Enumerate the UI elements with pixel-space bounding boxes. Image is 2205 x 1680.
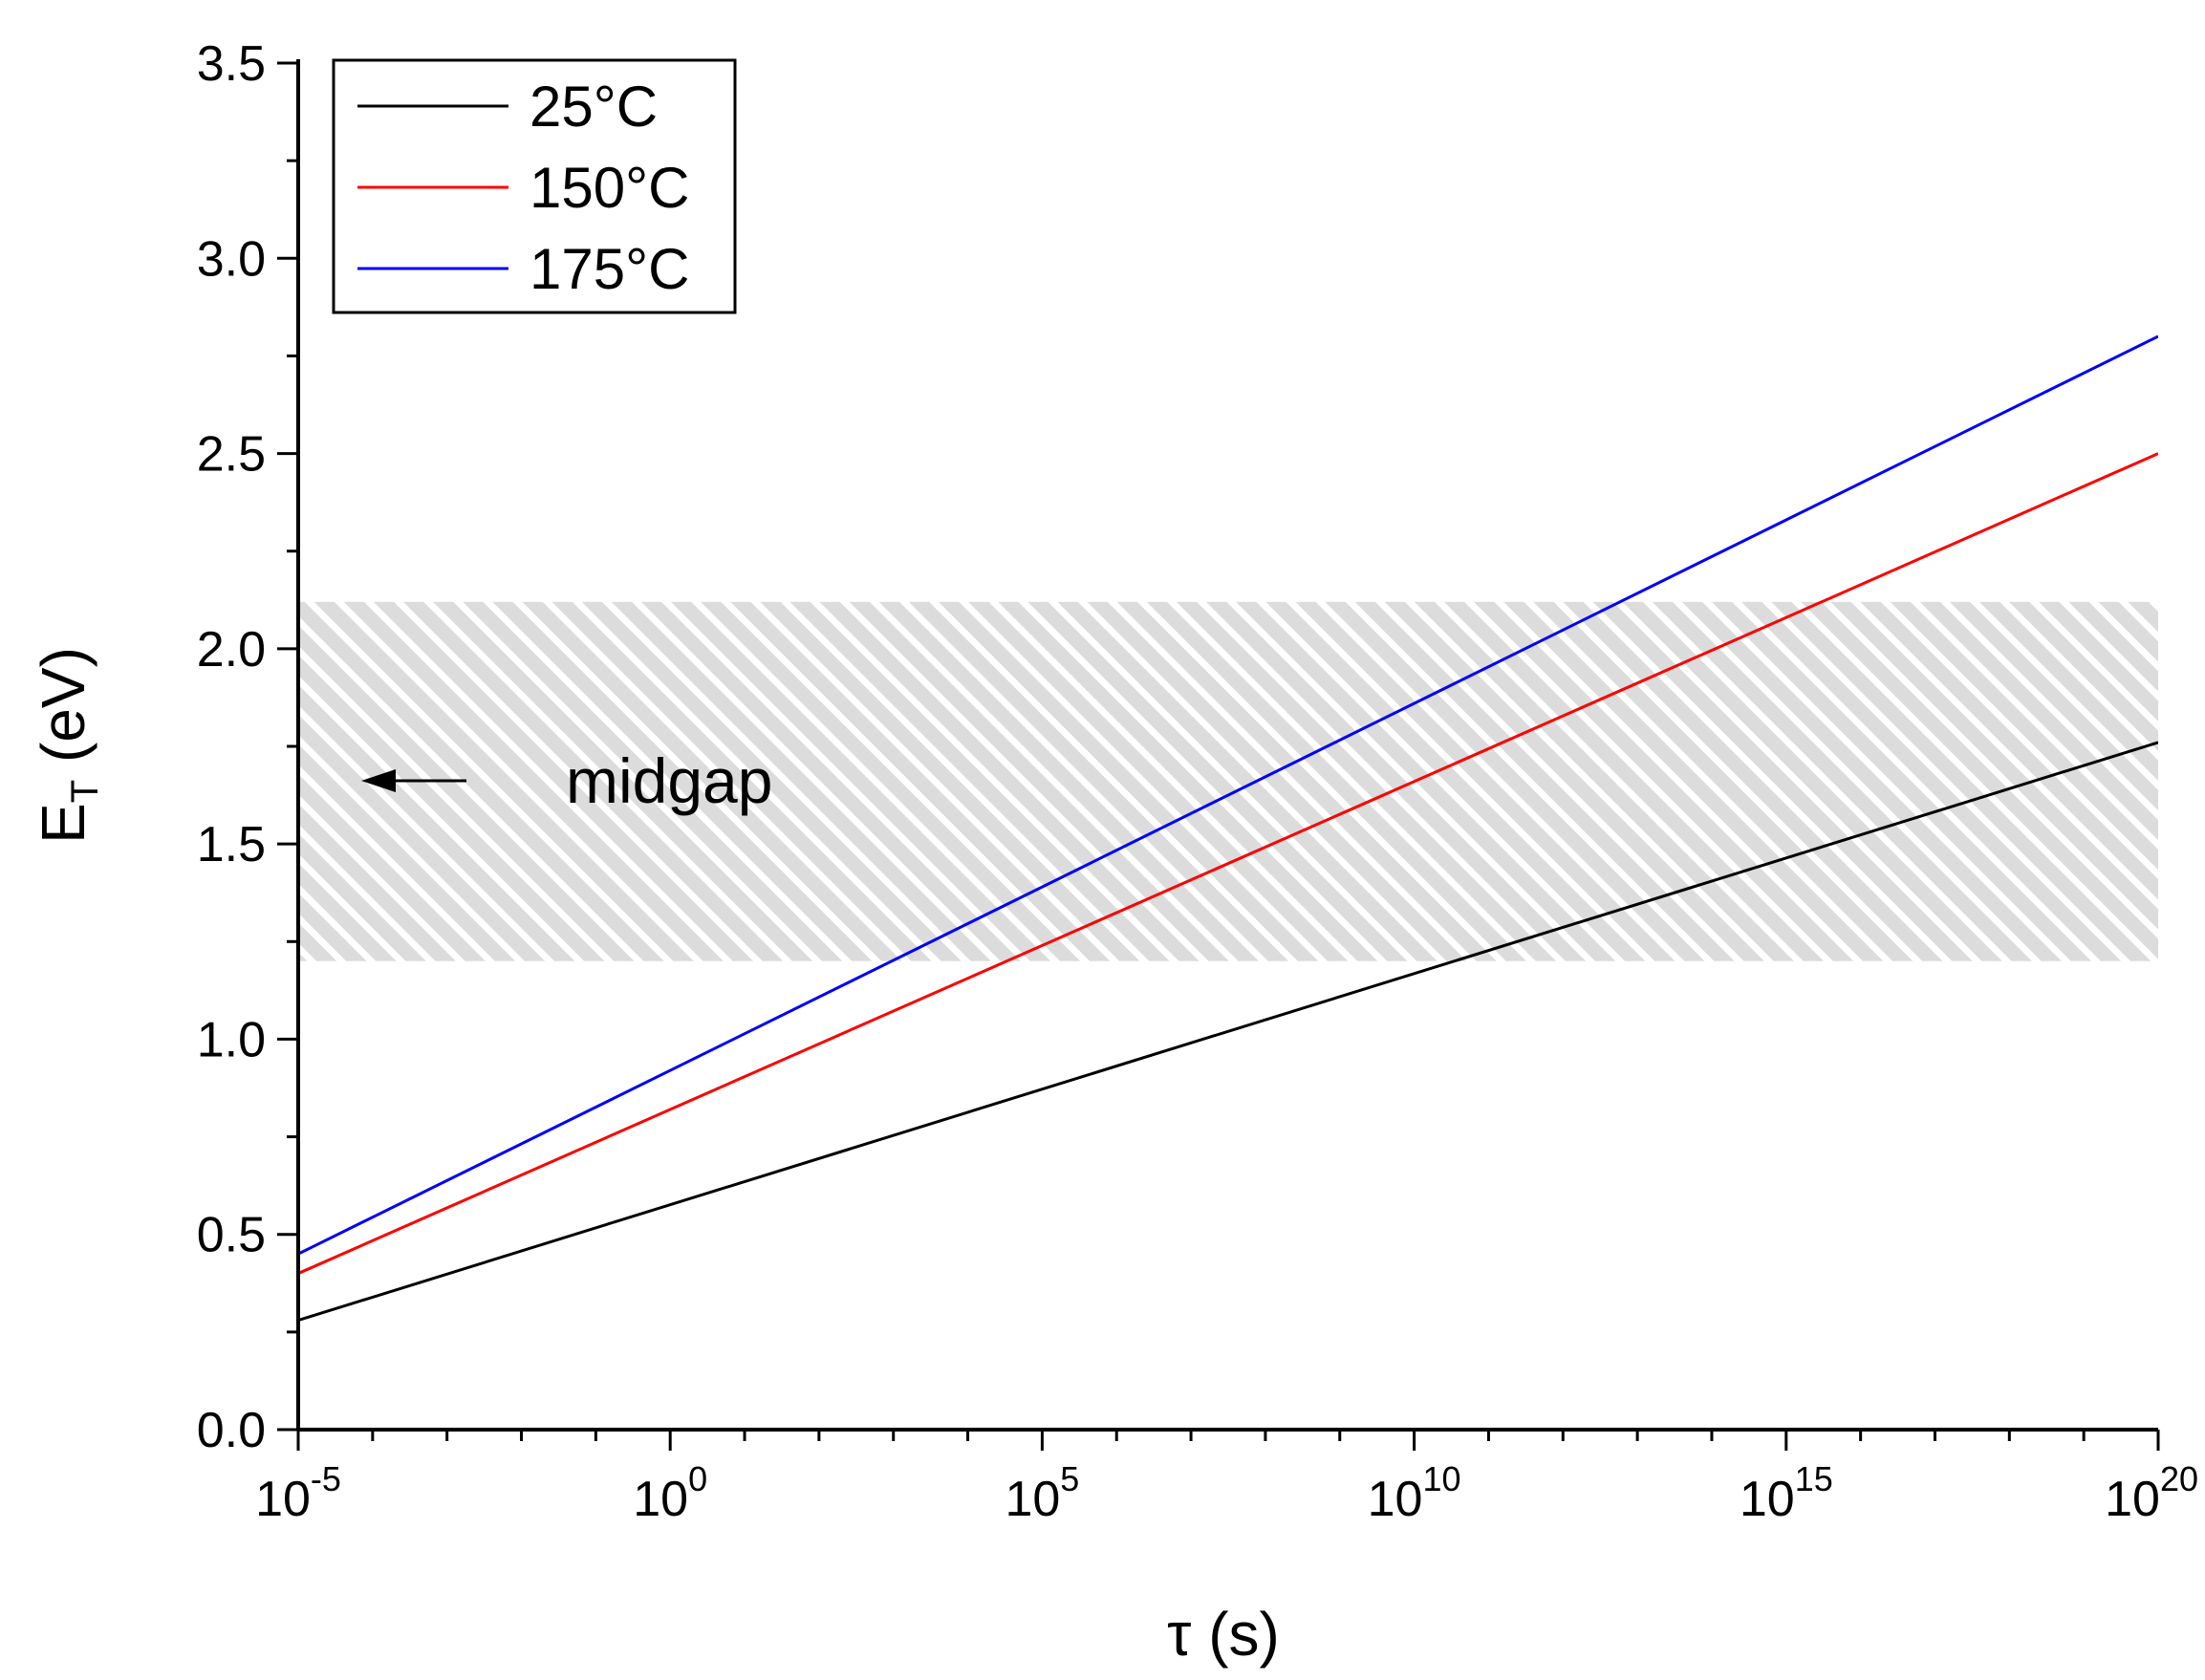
legend: 25°C 150°C 175°C [332, 58, 737, 314]
x-tick-label-exponent: 20 [2160, 1459, 2198, 1498]
x-tick-label: 100 [633, 1459, 707, 1527]
series-line-150c [298, 452, 2158, 1275]
midgap-label: midgap [566, 745, 772, 816]
y-tick-label: 3.5 [197, 36, 266, 92]
midgap-band [298, 601, 2158, 961]
y-axis-title: ET (eV) [29, 647, 106, 844]
series-line-25c [298, 741, 2158, 1323]
x-axis-title: τ (s) [1167, 1600, 1280, 1669]
y-tick-label: 1.0 [197, 1012, 266, 1067]
midgap-band-layer [298, 601, 2158, 961]
x-tick-label-base: 10 [2105, 1472, 2160, 1527]
legend-label-175c: 175°C [530, 237, 689, 301]
y-axis-title-subscript: T [64, 780, 106, 803]
x-tick-label-exponent: 10 [1422, 1459, 1460, 1498]
series-line-175c [298, 334, 2158, 1256]
x-tick-label-base: 10 [633, 1472, 688, 1527]
y-axis-title-unit: (eV) [29, 647, 97, 780]
x-tick-label-exponent: -5 [311, 1459, 341, 1498]
midgap-arrow-head [361, 769, 396, 792]
x-tick-label-base: 10 [1005, 1472, 1060, 1527]
axis-layer: 0.00.51.01.52.02.53.03.510-5 100 105 1010 10… [197, 36, 2198, 1527]
y-tick-label: 2.0 [197, 622, 266, 678]
x-tick-label-base: 10 [1368, 1472, 1423, 1527]
x-tick-label-exponent: 15 [1795, 1459, 1833, 1498]
series-layer [298, 334, 2158, 1323]
y-tick-label: 1.5 [197, 817, 266, 872]
x-tick-label-base: 10 [255, 1472, 311, 1527]
x-tick-label-base: 10 [1740, 1472, 1795, 1527]
y-axis-title-main: E [29, 803, 97, 844]
legend-label-150c: 150°C [530, 156, 689, 220]
x-tick-label: 105 [1005, 1459, 1079, 1527]
x-tick-label: 1010 [1368, 1459, 1461, 1527]
x-tick-label: 1015 [1740, 1459, 1833, 1527]
annotation-layer: midgap [361, 745, 772, 816]
x-tick-label-exponent: 5 [1060, 1459, 1079, 1498]
legend-label-25c: 25°C [530, 75, 658, 139]
x-tick-label-exponent: 0 [688, 1459, 707, 1498]
x-tick-label: 10-5 [255, 1459, 341, 1527]
y-tick-label: 0.0 [197, 1403, 266, 1458]
x-tick-label: 1020 [2105, 1459, 2198, 1527]
y-tick-label: 0.5 [197, 1208, 266, 1263]
y-tick-label: 3.0 [197, 231, 266, 287]
y-tick-label: 2.5 [197, 427, 266, 483]
